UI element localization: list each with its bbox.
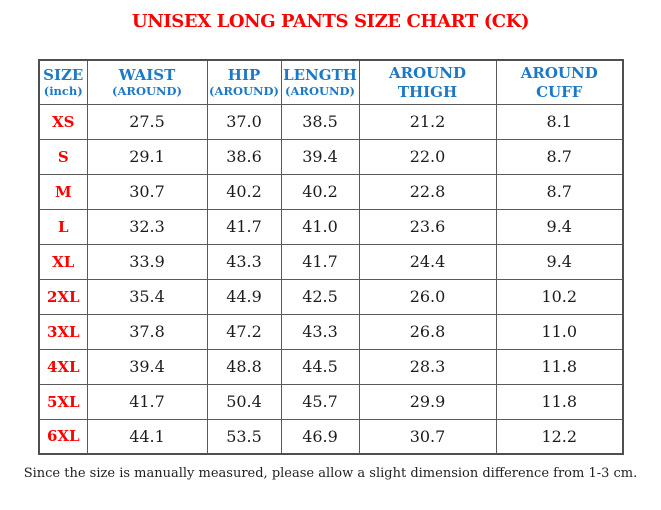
hip-value: 38.6 (206, 138, 282, 175)
waist-value: 39.4 (86, 348, 208, 385)
cuff-value: 8.1 (495, 103, 624, 140)
column-header-waist-line1: WAIST (118, 65, 176, 84)
column-header-length-line2: (AROUND) (285, 83, 355, 98)
measurement-note: Since the size is manually measured, ple… (23, 466, 638, 481)
length-value: 42.5 (280, 278, 360, 315)
table-row-5xl: 5XL 41.7 50.4 45.7 29.9 11.8 (38, 383, 624, 420)
thigh-value: 22.0 (358, 138, 497, 175)
thigh-value: 21.2 (358, 103, 497, 140)
table-row-xs: XS 27.5 37.0 38.5 21.2 8.1 (38, 103, 624, 140)
thigh-value: 30.7 (358, 418, 497, 455)
size-label: 4XL (38, 348, 88, 385)
thigh-value: 22.8 (358, 173, 497, 210)
cuff-value: 11.8 (495, 348, 624, 385)
size-chart-table: SIZE (inch) WAIST (AROUND) HIP (AROUND) … (38, 59, 624, 455)
waist-value: 33.9 (86, 243, 208, 280)
column-header-waist-line2: (AROUND) (112, 83, 182, 98)
table-row-2xl: 2XL 35.4 44.9 42.5 26.0 10.2 (38, 278, 624, 315)
hip-value: 43.3 (206, 243, 282, 280)
length-value: 41.0 (280, 208, 360, 245)
hip-value: 53.5 (206, 418, 282, 455)
size-label: 6XL (38, 418, 88, 455)
hip-value: 41.7 (206, 208, 282, 245)
cuff-value: 8.7 (495, 173, 624, 210)
waist-value: 27.5 (86, 103, 208, 140)
column-header-around-cuff-line2: CUFF (536, 82, 583, 101)
thigh-value: 23.6 (358, 208, 497, 245)
table-row-l: L 32.3 41.7 41.0 23.6 9.4 (38, 208, 624, 245)
cuff-value: 11.8 (495, 383, 624, 420)
waist-value: 44.1 (86, 418, 208, 455)
length-value: 44.5 (280, 348, 360, 385)
column-header-around-cuff: AROUND CUFF (495, 59, 624, 105)
size-label: 5XL (38, 383, 88, 420)
column-header-around-cuff-line1: AROUND (520, 63, 598, 82)
waist-value: 29.1 (86, 138, 208, 175)
length-value: 40.2 (280, 173, 360, 210)
size-label: XS (38, 103, 88, 140)
hip-value: 48.8 (206, 348, 282, 385)
length-value: 39.4 (280, 138, 360, 175)
length-value: 38.5 (280, 103, 360, 140)
thigh-value: 26.0 (358, 278, 497, 315)
thigh-value: 24.4 (358, 243, 497, 280)
hip-value: 44.9 (206, 278, 282, 315)
cuff-value: 10.2 (495, 278, 624, 315)
cuff-value: 12.2 (495, 418, 624, 455)
cuff-value: 11.0 (495, 313, 624, 350)
column-header-length: LENGTH (AROUND) (280, 59, 360, 105)
table-row-xl: XL 33.9 43.3 41.7 24.4 9.4 (38, 243, 624, 280)
length-value: 43.3 (280, 313, 360, 350)
hip-value: 37.0 (206, 103, 282, 140)
column-header-size: SIZE (inch) (38, 59, 88, 105)
column-header-hip-line2: (AROUND) (209, 83, 279, 98)
size-label: S (38, 138, 88, 175)
table-row-6xl: 6XL 44.1 53.5 46.9 30.7 12.2 (38, 418, 624, 455)
waist-value: 30.7 (86, 173, 208, 210)
table-row-3xl: 3XL 37.8 47.2 43.3 26.8 11.0 (38, 313, 624, 350)
column-header-length-line1: LENGTH (283, 65, 357, 84)
waist-value: 37.8 (86, 313, 208, 350)
waist-value: 35.4 (86, 278, 208, 315)
cuff-value: 9.4 (495, 243, 624, 280)
size-label: XL (38, 243, 88, 280)
page-title: UNISEX LONG PANTS SIZE CHART (CK) (131, 11, 530, 32)
table-row-m: M 30.7 40.2 40.2 22.8 8.7 (38, 173, 624, 210)
table-row-4xl: 4XL 39.4 48.8 44.5 28.3 11.8 (38, 348, 624, 385)
thigh-value: 26.8 (358, 313, 497, 350)
column-header-size-line2: (inch) (43, 83, 83, 98)
waist-value: 32.3 (86, 208, 208, 245)
column-header-around-thigh: AROUND THIGH (358, 59, 497, 105)
column-header-size-line1: SIZE (43, 65, 84, 84)
size-label: L (38, 208, 88, 245)
column-header-hip-line1: HIP (227, 65, 261, 84)
size-label: 3XL (38, 313, 88, 350)
table-row-s: S 29.1 38.6 39.4 22.0 8.7 (38, 138, 624, 175)
thigh-value: 29.9 (358, 383, 497, 420)
column-header-around-thigh-line2: THIGH (397, 82, 458, 101)
length-value: 46.9 (280, 418, 360, 455)
hip-value: 50.4 (206, 383, 282, 420)
thigh-value: 28.3 (358, 348, 497, 385)
column-header-waist: WAIST (AROUND) (86, 59, 208, 105)
hip-value: 47.2 (206, 313, 282, 350)
hip-value: 40.2 (206, 173, 282, 210)
header-row: SIZE (inch) WAIST (AROUND) HIP (AROUND) … (38, 59, 624, 105)
cuff-value: 9.4 (495, 208, 624, 245)
column-header-hip: HIP (AROUND) (206, 59, 282, 105)
length-value: 45.7 (280, 383, 360, 420)
column-header-around-thigh-line1: AROUND (389, 63, 466, 82)
waist-value: 41.7 (86, 383, 208, 420)
size-label: 2XL (38, 278, 88, 315)
size-label: M (38, 173, 88, 210)
length-value: 41.7 (280, 243, 360, 280)
cuff-value: 8.7 (495, 138, 624, 175)
